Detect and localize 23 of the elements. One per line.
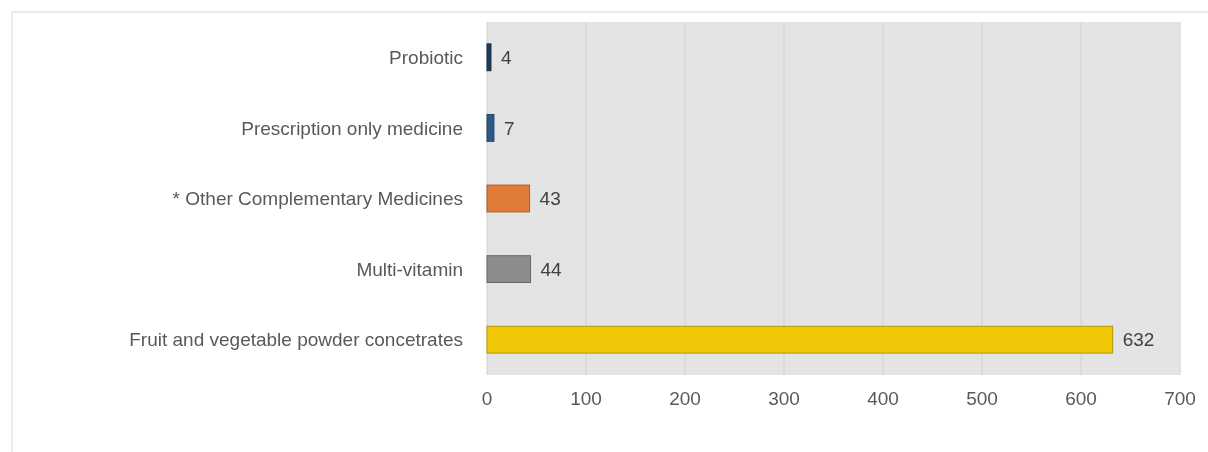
x-tick-label: 500	[966, 388, 998, 409]
y-tick-label: Probiotic	[389, 46, 463, 68]
data-label: 632	[1122, 329, 1155, 351]
y-tick-label: Fruit and vegetable powder concetrates	[129, 329, 463, 351]
y-tick-label: Multi-vitamin	[356, 258, 463, 280]
bar	[486, 113, 495, 142]
x-tick-label: 100	[570, 388, 602, 409]
data-label: 44	[540, 258, 563, 280]
data-label: 7	[503, 117, 515, 139]
bar	[486, 43, 492, 72]
x-tick-label: 200	[669, 388, 701, 409]
x-tick-label: 600	[1065, 388, 1097, 409]
bar	[486, 184, 531, 213]
x-tick-label: 700	[1164, 388, 1196, 409]
x-tick-label: 0	[481, 388, 493, 409]
data-label: 43	[539, 188, 561, 210]
y-tick-label: * Other Complementary Medicines	[172, 188, 463, 210]
bar	[486, 325, 1114, 354]
x-tick-label: 400	[867, 388, 899, 409]
data-label: 4	[500, 46, 512, 68]
x-tick-label: 300	[768, 388, 800, 409]
y-tick-label: Prescription only medicine	[241, 117, 463, 139]
bar	[486, 255, 532, 284]
